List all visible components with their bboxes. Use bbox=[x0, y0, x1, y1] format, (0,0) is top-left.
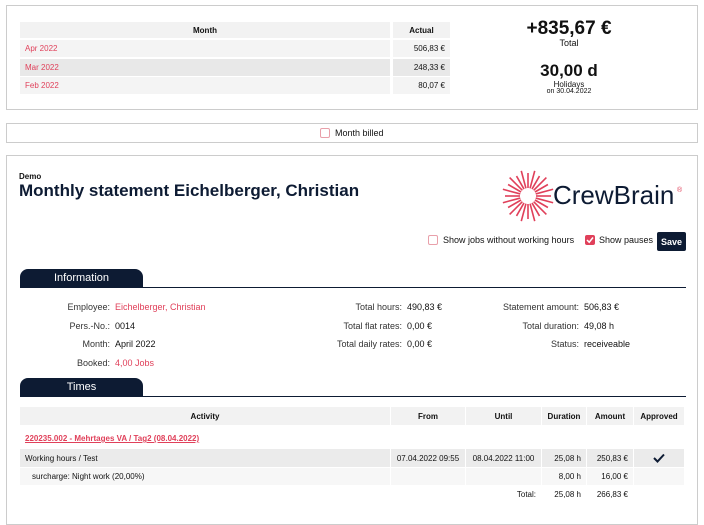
logo-ray bbox=[515, 202, 525, 217]
billed-panel bbox=[6, 123, 698, 143]
holidays-label: Holidays bbox=[553, 80, 585, 89]
logo-ray bbox=[529, 203, 536, 222]
info-label: Total duration: bbox=[522, 320, 579, 331]
logo-ray bbox=[520, 203, 527, 222]
logo-ray bbox=[502, 188, 521, 195]
logo-ray bbox=[533, 201, 547, 215]
header-cell: From bbox=[391, 407, 465, 425]
section-rule bbox=[20, 287, 686, 288]
total-label: Total bbox=[559, 38, 579, 48]
logo-ray bbox=[534, 199, 549, 209]
job-link[interactable]: 220235.002 - Mehrtages VA / Tag2 (08.04.… bbox=[25, 434, 200, 443]
header-cell: Approved bbox=[634, 407, 684, 425]
info-label: Pers.-No.: bbox=[69, 320, 110, 331]
logo-ray bbox=[507, 183, 522, 193]
info-value: 0,00 € bbox=[407, 320, 433, 331]
info-label: Statement amount: bbox=[502, 302, 579, 312]
total-value: +835,67 € bbox=[526, 18, 612, 39]
actual-cell: 80,07 € bbox=[393, 77, 450, 94]
logo-ray bbox=[520, 170, 527, 189]
logo-ray bbox=[531, 202, 541, 217]
logo-ray bbox=[515, 175, 525, 190]
logo-icon bbox=[502, 170, 554, 222]
info-label: Total hours: bbox=[355, 302, 402, 312]
info-value: 49,08 h bbox=[584, 320, 615, 331]
header-cell: Actual bbox=[393, 22, 450, 38]
month-billed: Month billed bbox=[335, 128, 384, 138]
info-value: 506,83 € bbox=[584, 302, 620, 312]
info-label: Total flat rates: bbox=[343, 320, 402, 331]
total-cell: 266,83 € bbox=[596, 489, 628, 499]
info-value: April 2022 bbox=[115, 339, 156, 349]
header-cell: Activity bbox=[20, 407, 390, 425]
logo-ray bbox=[529, 170, 536, 189]
info-value: 0,00 € bbox=[407, 339, 433, 349]
holidays-date: on 30.04.2022 bbox=[546, 88, 592, 95]
time-cell bbox=[466, 468, 541, 485]
info-value: receiveable bbox=[584, 339, 631, 349]
time-cell bbox=[391, 468, 465, 485]
time-cell: 25,08 h bbox=[542, 449, 586, 467]
logo-ray bbox=[507, 199, 522, 209]
total-cell: 25,08 h bbox=[554, 489, 581, 499]
logo-ray bbox=[535, 188, 554, 195]
month-cell: Feb 2022 bbox=[20, 77, 390, 94]
info-value: 490,83 € bbox=[407, 302, 443, 312]
info-value[interactable]: Eichelberger, Christian bbox=[115, 302, 206, 312]
logo-ray bbox=[509, 201, 523, 215]
time-cell: Working hours / Test bbox=[20, 449, 390, 467]
header-cell: Amount bbox=[587, 407, 633, 425]
time-cell: 8,00 h bbox=[542, 468, 586, 485]
info-label: Booked: bbox=[76, 357, 110, 368]
info-label: Total daily rates: bbox=[336, 339, 402, 349]
actual-cell: 248,33 € bbox=[393, 58, 450, 76]
time-cell bbox=[634, 449, 684, 467]
checkbox-checked[interactable] bbox=[585, 235, 595, 245]
time-cell bbox=[634, 468, 684, 485]
show-pauses: Show pauses bbox=[599, 235, 654, 245]
section-tab: Times bbox=[20, 378, 143, 396]
time-cell: surcharge: Night work (20,00%) bbox=[20, 468, 390, 485]
checkbox[interactable] bbox=[428, 235, 438, 245]
total-label: Total: bbox=[516, 489, 536, 499]
logo-ray bbox=[502, 197, 521, 204]
show-jobs: Show jobs without working hours bbox=[443, 235, 575, 245]
month-cell: Mar 2022 bbox=[20, 58, 390, 76]
header-cell: Month bbox=[20, 22, 390, 38]
info-label: Employee: bbox=[67, 302, 110, 312]
client: Demo bbox=[19, 172, 42, 181]
logo-mark: ® bbox=[677, 187, 683, 194]
logo-ray bbox=[531, 175, 541, 190]
page: +835,67 € Total 30,00 d Holidays on 30.0… bbox=[6, 5, 698, 525]
section-tab: Information bbox=[20, 269, 143, 287]
time-cell: 250,83 € bbox=[587, 449, 633, 467]
checkbox[interactable] bbox=[320, 128, 330, 138]
time-cell: 07.04.2022 09:55 bbox=[391, 449, 465, 467]
logo: CrewBrain bbox=[553, 180, 675, 210]
month-cell: Apr 2022 bbox=[20, 40, 390, 57]
header-cell: Until bbox=[466, 407, 541, 425]
info-label: Month: bbox=[82, 339, 110, 349]
time-cell: 08.04.2022 11:00 bbox=[466, 449, 541, 467]
info-value[interactable]: 4,00 Jobs bbox=[115, 357, 155, 368]
info-label: Status: bbox=[550, 339, 579, 349]
header-cell: Duration bbox=[542, 407, 586, 425]
time-cell: 16,00 € bbox=[587, 468, 633, 485]
save-button[interactable]: Save bbox=[657, 232, 686, 251]
logo-ray bbox=[535, 197, 554, 204]
logo-ray bbox=[534, 183, 549, 193]
title: Monthly statement Eichelberger, Christia… bbox=[19, 181, 360, 200]
logo-ray bbox=[509, 177, 523, 191]
logo-ray bbox=[533, 177, 547, 191]
holidays-value: 30,00 d bbox=[540, 61, 598, 80]
info-value: 0014 bbox=[115, 320, 136, 331]
section-rule bbox=[20, 396, 686, 397]
actual-cell: 506,83 € bbox=[393, 40, 450, 57]
